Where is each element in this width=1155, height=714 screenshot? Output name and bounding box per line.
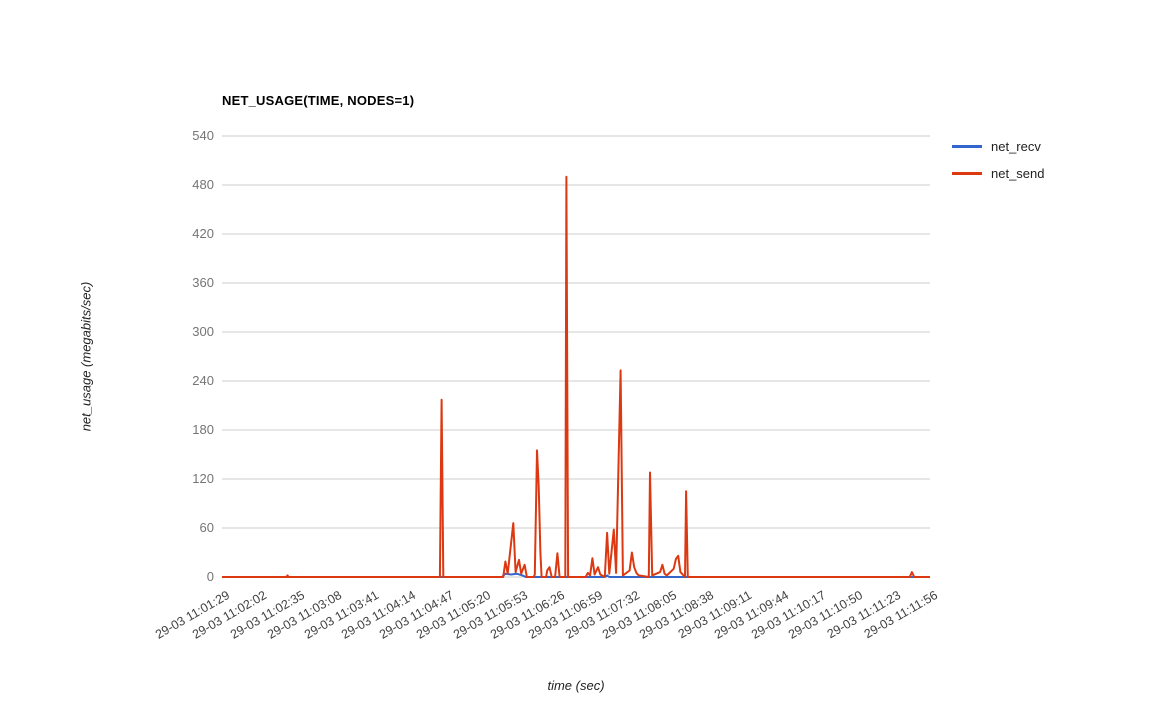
net-send-line-swatch [952, 172, 982, 175]
x-axis-title: time (sec) [547, 678, 605, 693]
y-tick-label: 300 [192, 324, 214, 339]
y-tick-label: 60 [199, 520, 214, 535]
y-tick-label: 360 [192, 275, 214, 290]
legend-item-net-recv: net_recv [952, 133, 1045, 160]
y-tick-label: 120 [192, 471, 214, 486]
legend-label-net-recv: net_recv [991, 139, 1041, 154]
legend-label-net-send: net_send [991, 166, 1045, 181]
y-tick-label: 480 [192, 177, 214, 192]
net-recv-line-swatch [952, 145, 982, 148]
y-tick-label: 180 [192, 422, 214, 437]
y-tick-label: 420 [192, 226, 214, 241]
legend: net_recv net_send [952, 133, 1045, 187]
y-tick-label: 240 [192, 373, 214, 388]
y-axis-title: net_usage (megabits/sec) [78, 281, 94, 432]
chart-title: NET_USAGE(TIME, NODES=1) [222, 93, 415, 108]
legend-item-net-send: net_send [952, 160, 1045, 187]
y-tick-label: 0 [206, 569, 214, 584]
series-line-net_send [222, 175, 930, 578]
y-tick-label: 540 [192, 128, 214, 143]
